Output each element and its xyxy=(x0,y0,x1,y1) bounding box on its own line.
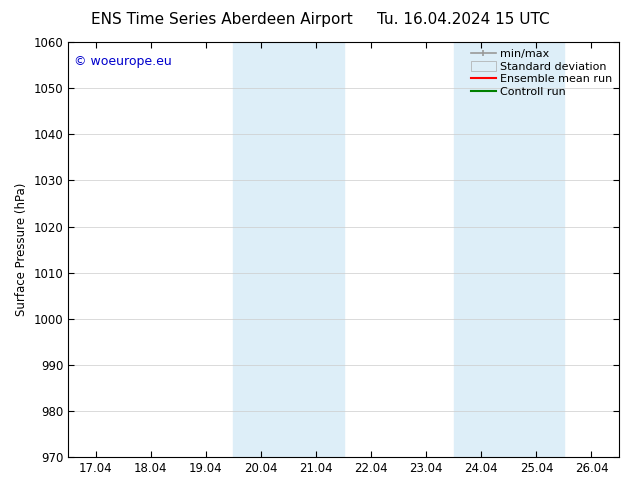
Legend: min/max, Standard deviation, Ensemble mean run, Controll run: min/max, Standard deviation, Ensemble me… xyxy=(468,46,616,100)
Bar xyxy=(454,42,564,457)
Text: Tu. 16.04.2024 15 UTC: Tu. 16.04.2024 15 UTC xyxy=(377,12,549,27)
Text: ENS Time Series Aberdeen Airport: ENS Time Series Aberdeen Airport xyxy=(91,12,353,27)
Y-axis label: Surface Pressure (hPa): Surface Pressure (hPa) xyxy=(15,183,28,316)
Bar xyxy=(233,42,344,457)
Text: © woeurope.eu: © woeurope.eu xyxy=(74,54,171,68)
